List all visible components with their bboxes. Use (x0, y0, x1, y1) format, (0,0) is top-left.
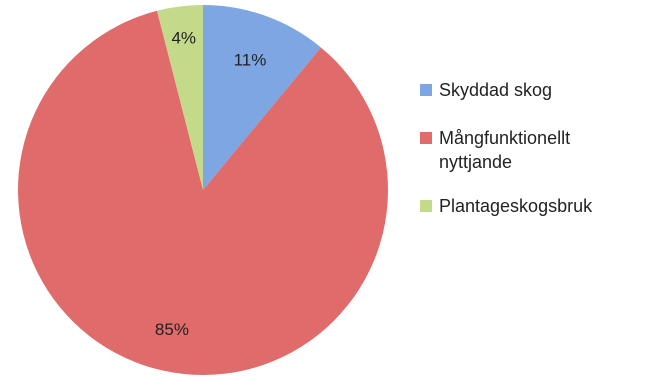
slice-label-plantageskogsbruk: 4% (171, 29, 196, 48)
pie-chart: 11% 85% 4% (18, 5, 388, 376)
slice-plantageskogsbruk (156, 5, 203, 190)
slice-mangfunktionellt (18, 10, 388, 376)
legend-item-skyddad-skog: Skyddad skog (420, 78, 648, 102)
legend-item-mangfunktionellt: Mångfunktionellt nyttjande (420, 126, 648, 174)
slice-label-mangfunktionellt: 85% (155, 320, 189, 339)
legend-label-skyddad-skog: Skyddad skog (439, 80, 553, 100)
slice-label-skyddad-skog: 11% (234, 50, 267, 69)
legend-swatch-skyddad-skog (420, 84, 432, 96)
legend-swatch-plantageskogsbruk (420, 200, 432, 212)
legend: Skyddad skog Mångfunktionellt nyttjande … (420, 78, 648, 242)
legend-label-mangfunktionellt: Mångfunktionellt nyttjande (439, 128, 571, 172)
legend-swatch-mangfunktionellt (420, 132, 432, 144)
legend-label-plantageskogsbruk: Plantageskogsbruk (439, 196, 593, 216)
legend-item-plantageskogsbruk: Plantageskogsbruk (420, 194, 648, 218)
slice-skyddad-skog (203, 5, 321, 190)
